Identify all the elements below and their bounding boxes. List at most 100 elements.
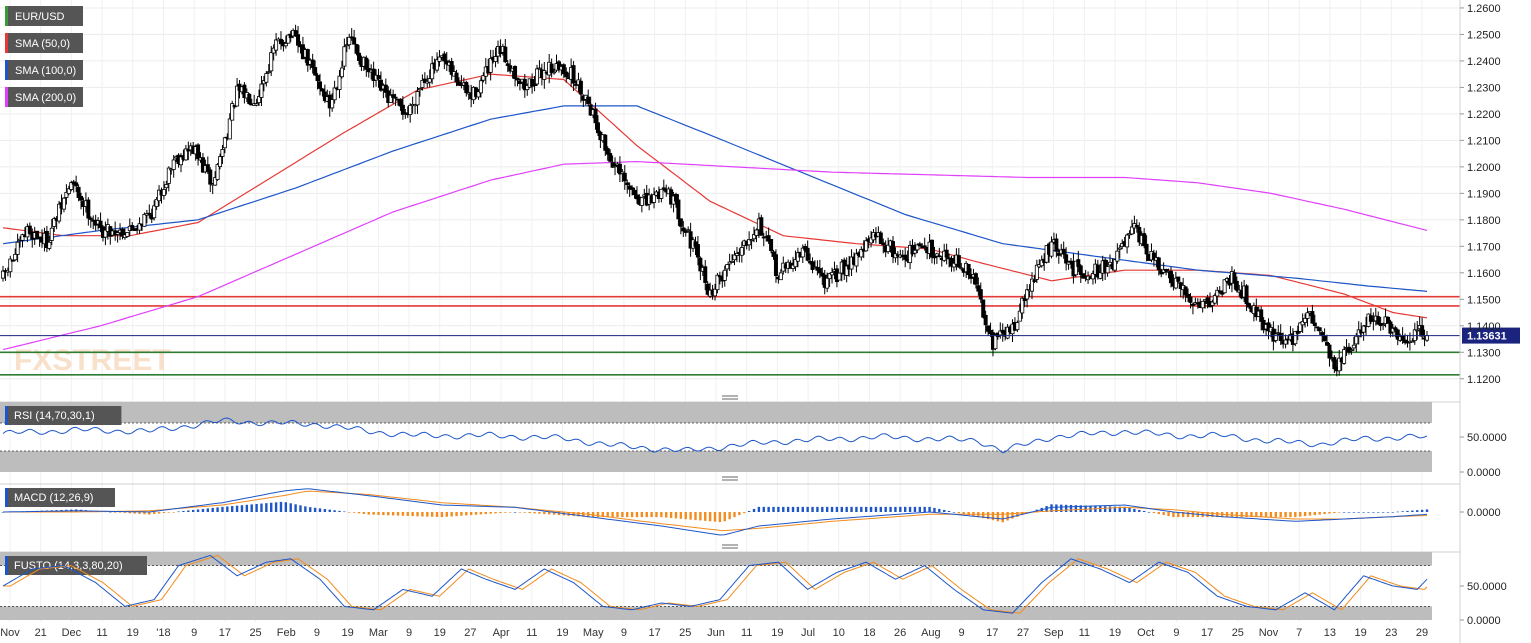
x-tick-label: 19 (127, 627, 139, 639)
macd-histogram-bar (1142, 510, 1146, 512)
candle-body (1232, 272, 1237, 284)
legend-color (5, 33, 8, 53)
candle-body (69, 182, 74, 190)
candle-body (978, 289, 983, 300)
candle-body (1134, 224, 1139, 227)
macd-histogram-bar (1045, 506, 1048, 512)
macd-histogram-bar (494, 512, 497, 514)
candle-body (408, 104, 413, 116)
macd-histogram-bar (1406, 510, 1409, 512)
price-panel[interactable] (0, 0, 1460, 392)
price-axis: 1.1200 1.1300 1.1400 1.1500 1.1600 1.1700 1.18… (1459, 0, 1501, 643)
candle-body (1066, 261, 1071, 265)
candle-body (1332, 357, 1337, 370)
candle-body (915, 244, 920, 251)
candle-body (427, 78, 432, 83)
candle-body (1200, 300, 1205, 309)
macd-histogram-bar (986, 512, 990, 520)
candle-body (1005, 326, 1010, 339)
candle-body (437, 56, 442, 62)
legend: EUR/USD SMA (50,0) SMA (100,0) SMA (200,0) (5, 6, 83, 107)
x-tick-label: 19 (342, 627, 354, 639)
legend-item[interactable]: SMA (200,0) (5, 87, 83, 107)
legend-item[interactable]: SMA (50,0) (5, 33, 83, 53)
candle-body (734, 252, 739, 256)
legend-item[interactable]: SMA (100,0) (5, 60, 83, 80)
price-tick-label: 1.2400 (1467, 56, 1501, 68)
osc-tick-label: 0.0000 (1467, 467, 1501, 479)
candle-body (698, 257, 703, 272)
macd-histogram-bar (655, 512, 658, 518)
osc-label-text: MACD (12,26,9) (14, 492, 93, 504)
macd-histogram-bar (860, 506, 863, 512)
macd-histogram-bar (1133, 508, 1136, 512)
candle-body (1156, 257, 1161, 271)
candle-body (476, 91, 481, 98)
macd-histogram-bar (713, 512, 717, 522)
candle-body (1337, 357, 1342, 372)
candle-body (1144, 243, 1149, 255)
macd-histogram-bar (1186, 512, 1190, 518)
x-tick-label: 19 (556, 627, 568, 639)
candle-body (949, 258, 954, 267)
candle-body (1395, 329, 1400, 340)
candle-body (1095, 264, 1100, 278)
macd-panel[interactable]: 0.0000 MACD (12,26,9) (0, 483, 1501, 536)
osc-label-color (5, 406, 8, 425)
macd-histogram-bar (1391, 512, 1395, 513)
macd-histogram-bar (499, 512, 502, 514)
candle-body (344, 44, 349, 47)
candle-body (564, 71, 569, 78)
macd-histogram-bar (211, 507, 214, 512)
candle-body (937, 255, 942, 258)
macd-histogram-bar (1425, 509, 1429, 512)
candle-body (147, 212, 152, 215)
rsi-panel[interactable]: 0.0000 50.0000 RSI (14,70,30,1) (0, 401, 1507, 479)
macd-histogram-bar (1259, 512, 1263, 518)
x-tick-label: 25 (1232, 627, 1244, 639)
candle-body (88, 217, 93, 220)
candle-body (305, 49, 310, 66)
candle-body (769, 238, 774, 251)
macd-histogram-bar (1420, 509, 1424, 512)
macd-histogram-bar (1108, 506, 1112, 512)
candle-body (778, 272, 783, 281)
x-tick-label: 27 (464, 627, 476, 639)
macd-line (2, 488, 1428, 536)
legend-box (5, 87, 83, 107)
candle-body (1205, 297, 1210, 304)
panel-splitter-3[interactable] (722, 544, 738, 549)
candle-body (1222, 279, 1227, 294)
x-tick-label: 29 (1416, 627, 1428, 639)
macd-histogram-bar (1357, 512, 1360, 513)
panel-splitter-1[interactable] (722, 395, 738, 400)
macd-histogram-bar (216, 507, 219, 512)
macd-histogram-bar (943, 509, 946, 512)
x-tick-label: 17 (1201, 627, 1213, 639)
candle-body (973, 273, 978, 285)
macd-histogram-bar (1338, 512, 1341, 513)
x-tick-label: 23 (1385, 627, 1397, 639)
legend-item[interactable]: EUR/USD (5, 6, 83, 26)
candle-body (271, 47, 276, 54)
macd-histogram-bar (1167, 512, 1170, 517)
macd-histogram-bar (460, 512, 463, 516)
candle-body (603, 134, 608, 151)
candle-body (76, 186, 81, 199)
candle-body (222, 137, 227, 149)
panel-splitter-2[interactable] (722, 476, 738, 481)
macd-histogram-bar (869, 506, 873, 512)
candle-body (35, 230, 40, 240)
macd-histogram-bar (743, 512, 746, 514)
x-tick-label: 18 (863, 627, 875, 639)
candle-body (352, 37, 357, 45)
candle-body (417, 88, 422, 91)
candle-body (1098, 272, 1103, 279)
candle-body (1129, 226, 1134, 235)
macd-histogram-bar (1313, 512, 1317, 516)
candle-body (988, 329, 993, 335)
candle-body (910, 244, 915, 255)
macd-histogram-bar (728, 512, 731, 520)
macd-histogram-bar (689, 512, 692, 520)
